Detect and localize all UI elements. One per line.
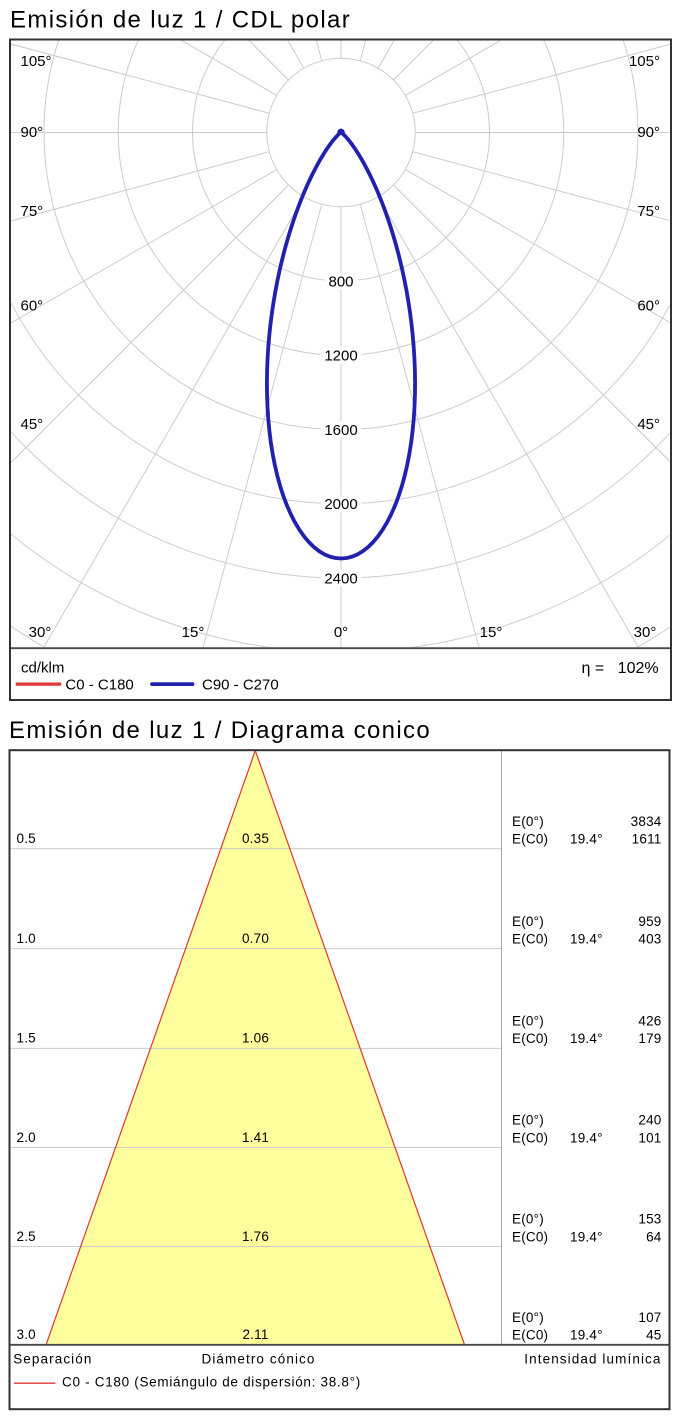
svg-text:107: 107 xyxy=(638,1310,661,1325)
svg-text:60°: 60° xyxy=(637,297,660,314)
svg-text:E(C0): E(C0) xyxy=(512,1130,548,1145)
svg-text:19.4°: 19.4° xyxy=(570,931,603,946)
svg-text:E(0°): E(0°) xyxy=(512,1310,544,1325)
svg-text:75°: 75° xyxy=(637,203,660,220)
svg-text:E(0°): E(0°) xyxy=(512,1113,544,1128)
svg-text:η =: η = xyxy=(582,660,605,677)
svg-text:30°: 30° xyxy=(29,624,52,641)
svg-text:19.4°: 19.4° xyxy=(570,1130,603,1145)
svg-text:153: 153 xyxy=(638,1212,661,1227)
svg-text:E(0°): E(0°) xyxy=(512,814,544,829)
svg-text:45: 45 xyxy=(646,1328,661,1343)
svg-text:2.11: 2.11 xyxy=(242,1327,268,1342)
svg-text:19.4°: 19.4° xyxy=(570,831,603,846)
svg-text:0.70: 0.70 xyxy=(242,931,269,946)
svg-text:60°: 60° xyxy=(21,297,44,314)
svg-text:1.41: 1.41 xyxy=(242,1130,269,1145)
svg-text:19.4°: 19.4° xyxy=(570,1229,603,1244)
svg-text:90°: 90° xyxy=(21,124,44,141)
svg-text:45°: 45° xyxy=(21,416,44,433)
svg-text:Emisión de luz 1 / CDL polar: Emisión de luz 1 / CDL polar xyxy=(10,7,351,34)
svg-text:101: 101 xyxy=(638,1130,661,1145)
svg-text:C0 - C180 (Semiángulo de dispe: C0 - C180 (Semiángulo de dispersión: 38.… xyxy=(62,1375,361,1390)
svg-text:Diámetro cónico: Diámetro cónico xyxy=(201,1352,315,1367)
svg-text:1.5: 1.5 xyxy=(17,1031,36,1046)
svg-text:E(C0): E(C0) xyxy=(512,1031,548,1046)
svg-text:2000: 2000 xyxy=(324,496,357,513)
svg-text:3.0: 3.0 xyxy=(17,1327,36,1342)
svg-text:15°: 15° xyxy=(480,624,503,641)
svg-text:1.76: 1.76 xyxy=(242,1229,269,1244)
svg-text:102%: 102% xyxy=(618,660,659,677)
svg-text:0°: 0° xyxy=(334,624,348,641)
svg-text:90°: 90° xyxy=(637,124,660,141)
svg-text:105°: 105° xyxy=(629,53,660,70)
svg-text:E(C0): E(C0) xyxy=(512,931,548,946)
svg-text:E(C0): E(C0) xyxy=(512,1229,548,1244)
svg-text:403: 403 xyxy=(638,931,661,946)
svg-text:E(0°): E(0°) xyxy=(512,914,544,929)
svg-text:1600: 1600 xyxy=(324,422,357,439)
svg-text:E(0°): E(0°) xyxy=(512,1014,544,1029)
svg-text:240: 240 xyxy=(638,1113,661,1128)
svg-text:179: 179 xyxy=(638,1031,661,1046)
svg-text:75°: 75° xyxy=(21,203,44,220)
svg-text:3834: 3834 xyxy=(631,814,662,829)
svg-text:E(0°): E(0°) xyxy=(512,1212,544,1227)
svg-text:105°: 105° xyxy=(21,53,52,70)
svg-text:19.4°: 19.4° xyxy=(570,1031,603,1046)
svg-text:E(C0): E(C0) xyxy=(512,831,548,846)
svg-text:2.5: 2.5 xyxy=(17,1229,36,1244)
svg-text:1.0: 1.0 xyxy=(17,931,36,946)
svg-text:cd/klm: cd/klm xyxy=(21,659,64,676)
svg-text:E(C0): E(C0) xyxy=(512,1328,548,1343)
svg-text:1200: 1200 xyxy=(324,348,357,365)
svg-text:Intensidad lumínica: Intensidad lumínica xyxy=(524,1352,661,1367)
svg-text:800: 800 xyxy=(328,273,353,290)
svg-text:15°: 15° xyxy=(182,624,205,641)
svg-text:30°: 30° xyxy=(634,624,657,641)
svg-text:1.06: 1.06 xyxy=(242,1031,269,1046)
svg-text:C0 - C180: C0 - C180 xyxy=(65,677,133,694)
svg-text:C90 - C270: C90 - C270 xyxy=(202,677,279,694)
svg-text:426: 426 xyxy=(638,1014,661,1029)
svg-text:959: 959 xyxy=(638,914,661,929)
svg-text:64: 64 xyxy=(646,1229,662,1244)
svg-text:Emisión de luz 1 / Diagrama co: Emisión de luz 1 / Diagrama conico xyxy=(9,717,431,744)
svg-text:0.5: 0.5 xyxy=(17,831,36,846)
svg-text:2400: 2400 xyxy=(324,570,357,587)
svg-text:45°: 45° xyxy=(637,416,660,433)
svg-text:1611: 1611 xyxy=(632,831,662,846)
svg-text:2.0: 2.0 xyxy=(17,1130,36,1145)
svg-text:19.4°: 19.4° xyxy=(570,1328,603,1343)
svg-text:0.35: 0.35 xyxy=(242,831,269,846)
svg-text:Separación: Separación xyxy=(13,1352,92,1367)
